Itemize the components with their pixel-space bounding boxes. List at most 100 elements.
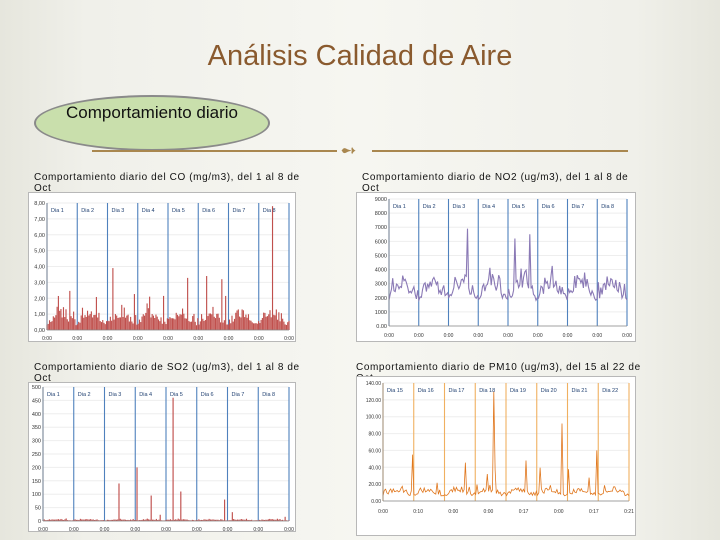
data-bar xyxy=(245,518,248,521)
data-bar xyxy=(124,317,127,330)
data-bar xyxy=(87,519,89,521)
data-bar xyxy=(205,519,208,521)
data-bar xyxy=(177,518,179,521)
data-bar xyxy=(67,321,70,330)
data-bar xyxy=(208,518,210,521)
data-bar xyxy=(211,314,213,330)
data-bar xyxy=(187,277,189,330)
y-tick-label: 3,00 xyxy=(34,280,45,286)
data-bar xyxy=(178,519,181,521)
day-label: Dia 22 xyxy=(602,388,618,394)
data-bar xyxy=(64,317,66,330)
data-bar xyxy=(111,320,113,330)
chart-pm10: 0.00 20.00 40.00 60.00 80.00 100.00 120.00 140.… xyxy=(356,376,636,536)
data-bar xyxy=(281,519,284,521)
data-bar xyxy=(213,316,215,330)
data-bar xyxy=(215,519,217,521)
data-bar xyxy=(280,520,282,521)
data-bar xyxy=(164,321,166,330)
data-bar xyxy=(160,317,162,330)
data-bar xyxy=(119,317,122,330)
data-bar xyxy=(230,323,232,330)
data-bar xyxy=(184,519,186,521)
day-label: Dia 1 xyxy=(393,204,406,210)
data-bar xyxy=(54,519,56,521)
data-bar xyxy=(48,519,51,521)
data-bar xyxy=(84,315,86,330)
data-bar xyxy=(173,318,175,330)
data-bar xyxy=(101,520,103,521)
data-bar xyxy=(66,520,69,521)
data-bar xyxy=(100,520,102,521)
data-bar xyxy=(184,318,186,330)
data-bar xyxy=(99,321,101,330)
data-bar xyxy=(228,319,231,330)
data-bar xyxy=(193,520,195,521)
x-tick-label: 0:00 xyxy=(563,333,573,339)
data-bar xyxy=(231,512,233,521)
data-bar xyxy=(199,321,201,330)
data-bar xyxy=(220,322,222,330)
chart-no2-title: Comportamiento diario de NO2 (ug/m3), de… xyxy=(362,172,629,194)
y-tick-label: 4000 xyxy=(375,268,387,274)
day-label: Dia 5 xyxy=(170,392,183,398)
data-bar xyxy=(251,519,253,521)
data-bar xyxy=(267,519,269,521)
x-tick-label: 0:00 xyxy=(533,333,543,339)
x-tick-label: 0:00 xyxy=(254,336,264,342)
data-bar xyxy=(159,514,161,521)
data-bar xyxy=(107,320,109,330)
data-bar xyxy=(151,519,154,521)
data-bar xyxy=(222,322,224,330)
day-label: Dia 2 xyxy=(81,208,94,214)
x-tick-label: 0:21 xyxy=(624,509,634,515)
day-label: Dia 4 xyxy=(142,208,155,214)
data-bar xyxy=(275,519,277,521)
data-bar xyxy=(199,520,201,521)
day-label: Dia 6 xyxy=(201,392,214,398)
data-bar xyxy=(185,318,187,330)
data-bar xyxy=(218,317,220,330)
data-bar xyxy=(171,520,173,521)
x-tick-label: 0:00 xyxy=(193,336,203,342)
data-bar xyxy=(200,519,202,521)
data-bar xyxy=(130,519,132,521)
data-bar xyxy=(277,319,279,330)
data-bar xyxy=(247,520,249,521)
data-bar xyxy=(47,519,49,521)
data-bar xyxy=(250,320,252,330)
data-bar xyxy=(212,519,214,521)
x-tick-label: 0:17 xyxy=(589,509,599,515)
y-tick-label: 6,00 xyxy=(34,233,45,239)
data-bar xyxy=(241,309,243,330)
day-label: Dia 3 xyxy=(109,392,122,398)
data-bar xyxy=(185,519,187,521)
data-bar xyxy=(166,318,168,330)
data-bar xyxy=(203,519,205,521)
data-bar xyxy=(88,519,90,521)
data-bar xyxy=(141,519,143,521)
data-bar xyxy=(220,519,222,521)
data-bar xyxy=(216,313,218,330)
data-bar xyxy=(264,312,266,330)
data-bar xyxy=(147,308,149,330)
y-tick-label: 4,00 xyxy=(34,265,45,271)
data-bar xyxy=(226,324,228,330)
x-tick-label: 0:00 xyxy=(284,527,294,533)
divider-right xyxy=(372,150,628,152)
data-bar xyxy=(234,519,236,521)
data-bar xyxy=(194,321,196,330)
data-bar xyxy=(94,314,96,330)
data-bar xyxy=(191,519,193,521)
data-bar xyxy=(57,519,60,521)
x-tick-label: 0:00 xyxy=(448,509,458,515)
data-bar xyxy=(159,321,161,330)
data-bar xyxy=(223,320,225,330)
data-bar xyxy=(64,519,66,521)
day-label: Dia 1 xyxy=(51,208,64,214)
data-bar xyxy=(50,519,52,521)
data-bar xyxy=(244,519,246,521)
data-bar xyxy=(140,520,142,521)
data-bar xyxy=(92,519,94,521)
data-bar xyxy=(97,317,99,330)
